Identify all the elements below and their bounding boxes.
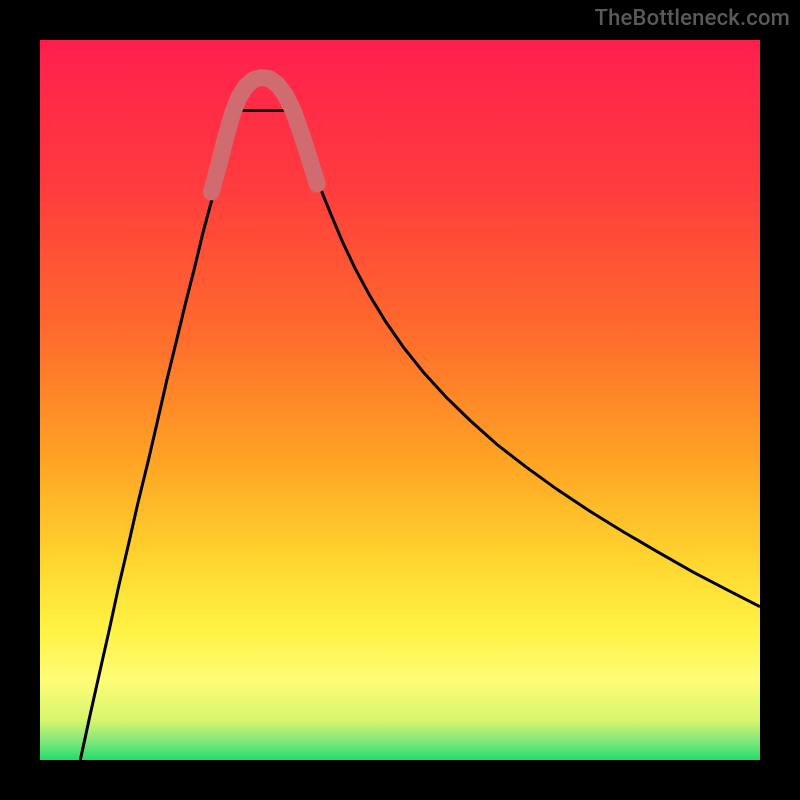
- curve-svg: [40, 40, 760, 760]
- bottleneck-curve: [80, 111, 760, 760]
- plot-area: [40, 40, 760, 760]
- curve-minimum-highlight: [211, 77, 317, 191]
- watermark-text: TheBottleneck.com: [595, 6, 790, 31]
- chart-frame: TheBottleneck.com: [0, 0, 800, 800]
